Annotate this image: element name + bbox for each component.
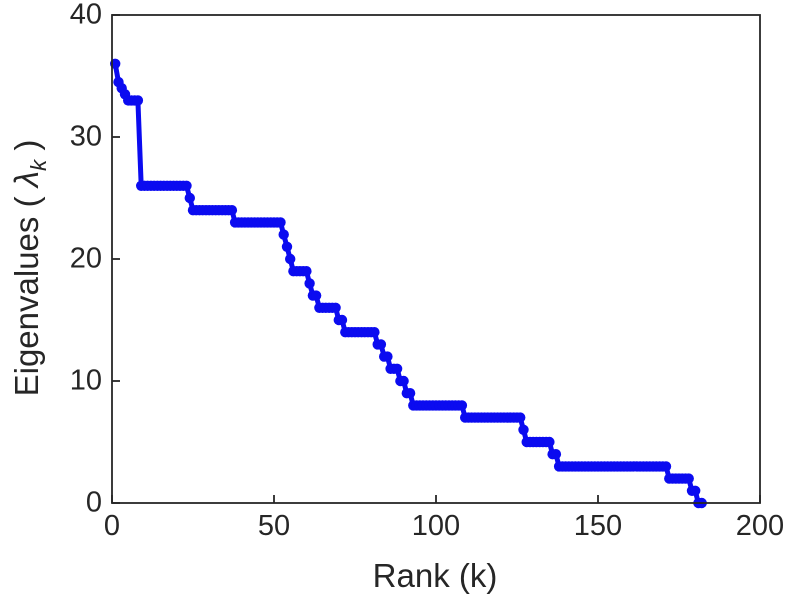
data-point-marker xyxy=(515,412,526,423)
eigenvalue-curve xyxy=(112,61,705,506)
data-point-marker xyxy=(518,424,529,435)
x-tick-label: 150 xyxy=(573,510,623,542)
data-point-marker xyxy=(226,205,238,216)
data-point-marker xyxy=(456,400,468,411)
data-point-marker xyxy=(285,253,296,265)
data-point-marker xyxy=(132,95,144,106)
data-point-marker xyxy=(301,266,312,277)
data-point-marker xyxy=(391,363,403,374)
x-tick-label: 0 xyxy=(103,510,121,542)
lambda-symbol: λ xyxy=(8,171,46,188)
x-tick-label: 100 xyxy=(411,510,461,542)
data-point-marker xyxy=(690,485,701,496)
y-axis-label-prefix: Eigenvalues ( xyxy=(8,187,46,397)
data-point-marker xyxy=(550,449,562,460)
y-tick-label: 30 xyxy=(69,120,102,153)
data-point-marker xyxy=(398,375,409,387)
y-tick-label: 40 xyxy=(69,0,102,31)
lambda-subscript: k xyxy=(25,159,51,172)
data-point-marker xyxy=(184,192,195,204)
data-point-marker xyxy=(369,327,380,338)
data-point-marker xyxy=(404,388,416,399)
data-point-marker xyxy=(310,290,322,301)
data-point-marker xyxy=(278,229,289,240)
y-axis-label-suffix: ) xyxy=(8,139,46,160)
data-point-marker xyxy=(683,473,694,484)
y-axis-label: Eigenvalues ( λk ) xyxy=(8,140,52,397)
y-tick-label: 10 xyxy=(69,364,102,397)
axes-box xyxy=(111,14,761,504)
x-axis-label: Rank (k) xyxy=(373,557,498,595)
x-tick-label: 200 xyxy=(735,510,785,542)
data-point-marker xyxy=(336,314,348,326)
data-point-marker xyxy=(330,302,341,313)
data-point-marker xyxy=(275,217,286,228)
x-axis-label-text: Rank (k) xyxy=(372,557,498,594)
data-point-marker xyxy=(544,436,555,448)
x-tick-label: 50 xyxy=(257,510,291,542)
data-point-marker xyxy=(281,241,293,252)
y-tick-label: 20 xyxy=(69,242,102,275)
data-point-marker xyxy=(181,180,192,191)
y-tick-label: 0 xyxy=(85,486,102,519)
data-point-marker xyxy=(375,339,387,350)
data-point-marker xyxy=(382,351,393,362)
data-point-marker xyxy=(304,278,315,289)
data-point-marker xyxy=(660,461,672,472)
